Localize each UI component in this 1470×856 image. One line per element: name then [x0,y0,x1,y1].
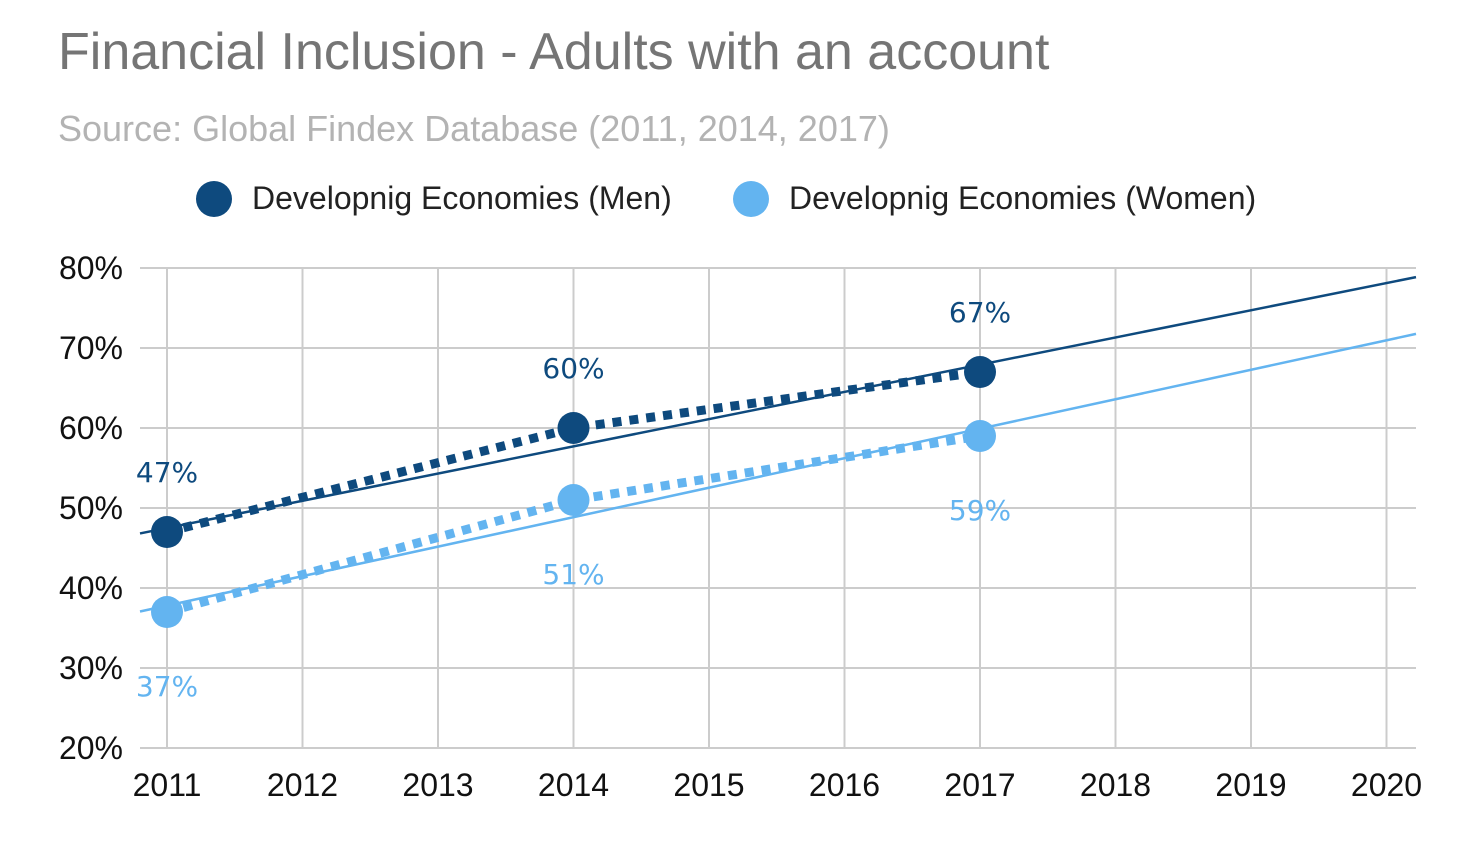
y-tick-label: 50% [59,490,123,526]
data-label: 37% [136,670,198,703]
x-tick-label: 2017 [944,767,1015,803]
trendline [139,275,1417,535]
x-tick-label: 2015 [673,767,744,803]
data-label: 47% [136,456,198,489]
chart-title: Financial Inclusion - Adults with an acc… [58,23,1050,81]
series-line [165,367,981,537]
x-tick-label: 2013 [402,767,473,803]
y-tick-label: 80% [59,250,123,286]
x-tick-label: 2018 [1080,767,1151,803]
x-tick-label: 2012 [267,767,338,803]
data-label: 51% [542,558,604,591]
x-tick-label: 2014 [538,767,609,803]
data-label: 59% [949,494,1011,527]
trendline [139,332,1417,613]
y-tick-label: 30% [59,650,123,686]
chart-subtitle: Source: Global Findex Database (2011, 20… [58,108,890,149]
data-label: 67% [949,296,1011,329]
y-tick-label: 40% [59,570,123,606]
data-point [557,412,590,444]
data-point [557,484,590,516]
data-point [964,420,996,452]
data-label: 60% [542,352,604,385]
y-tick-label: 20% [59,730,123,766]
x-tick-label: 2011 [133,767,202,803]
data-point [964,356,996,388]
series-line [165,431,981,617]
y-tick-label: 70% [59,330,123,366]
data-point [151,516,183,548]
data-point [151,596,183,628]
x-tick-label: 2020 [1351,767,1422,803]
x-tick-label: 2019 [1215,767,1286,803]
y-tick-label: 60% [59,410,123,446]
x-tick-label: 2016 [809,767,880,803]
